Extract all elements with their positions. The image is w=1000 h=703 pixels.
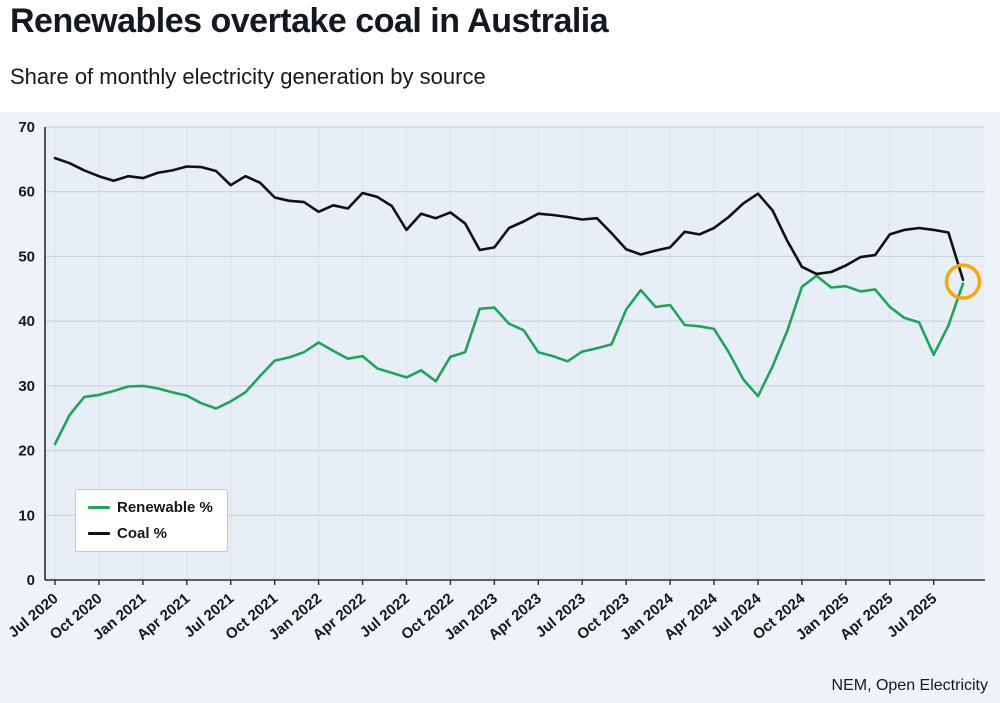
legend-item-coal: Coal % [88, 525, 213, 542]
renewable-series-line [53, 274, 965, 446]
coal-series-line [53, 156, 965, 282]
source-attribution: NEM, Open Electricity [831, 677, 988, 694]
svg-text:10: 10 [18, 507, 35, 524]
legend-label-renewable: Renewable % [117, 499, 213, 516]
svg-text:20: 20 [18, 443, 35, 460]
axes [44, 127, 985, 581]
svg-text:50: 50 [18, 248, 35, 265]
crossover-annotation-circle [944, 263, 982, 300]
renewable-line-swatch [88, 506, 110, 509]
svg-text:40: 40 [18, 313, 35, 330]
legend-item-renewable: Renewable % [88, 499, 213, 516]
page-title: Renewables overtake coal in Australia [10, 2, 609, 40]
x-axis-tick-marks [54, 580, 935, 585]
svg-text:60: 60 [18, 184, 35, 201]
svg-text:30: 30 [18, 378, 35, 395]
y-axis-tick-labels: 0 10 20 30 40 50 60 70 [18, 119, 35, 589]
svg-text:70: 70 [18, 119, 35, 136]
page-subtitle: Share of monthly electricity generation … [10, 64, 486, 89]
legend: Renewable % Coal % [75, 489, 228, 552]
coal-line-swatch [88, 532, 110, 535]
svg-text:0: 0 [27, 572, 35, 589]
legend-label-coal: Coal % [117, 525, 168, 542]
